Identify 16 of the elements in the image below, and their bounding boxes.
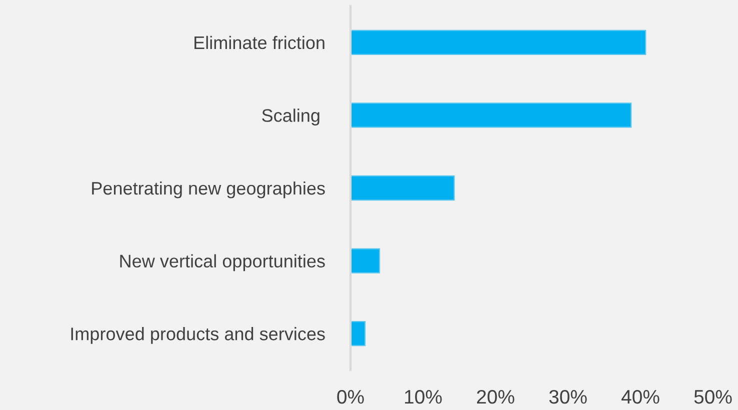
- x-tick-label: 40%: [621, 390, 660, 404]
- y-tick-label: New vertical opportunities: [120, 254, 325, 272]
- bar: [350, 175, 455, 201]
- x-tick-label: 20%: [477, 390, 514, 404]
- x-tick-label: 0%: [337, 390, 364, 404]
- bar: [350, 30, 646, 55]
- y-tick-label: Scaling: [262, 108, 320, 126]
- y-tick-label: Improved products and services: [71, 327, 325, 344]
- x-tick-label: 30%: [549, 390, 587, 404]
- bar: [350, 102, 632, 128]
- x-tick-label: 10%: [405, 390, 442, 404]
- x-tick-label: 50%: [694, 390, 732, 404]
- bar: [350, 321, 366, 346]
- y-tick-label: Penetrating new geographies: [92, 181, 325, 198]
- y-tick-label: Eliminate friction: [194, 36, 324, 50]
- bar: [350, 248, 380, 274]
